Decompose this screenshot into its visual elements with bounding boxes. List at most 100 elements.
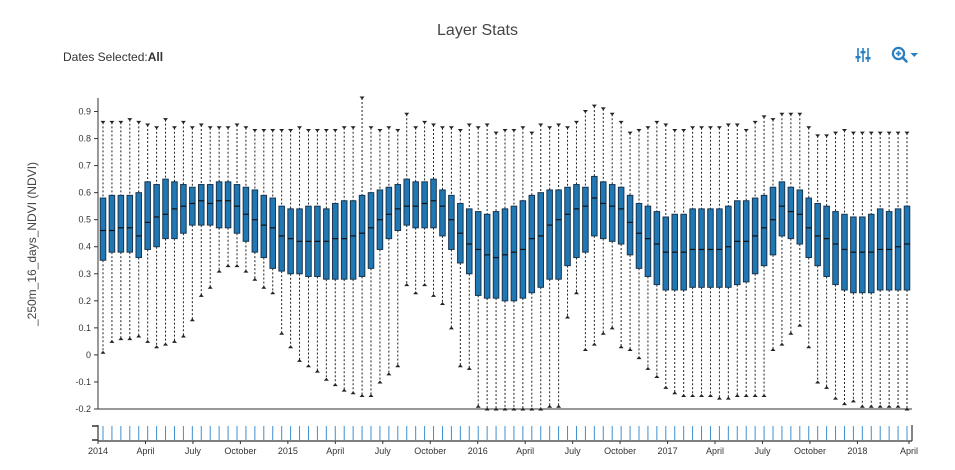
max-marker [448, 126, 454, 130]
max-marker [386, 126, 392, 130]
box-38 [439, 126, 446, 306]
box-7 [162, 118, 169, 346]
max-marker [118, 120, 124, 124]
box-14 [224, 126, 232, 268]
max-marker [422, 120, 428, 124]
max-marker [341, 126, 347, 130]
box-29 [358, 96, 366, 397]
box-50 [546, 126, 553, 408]
box-65 [680, 128, 687, 397]
time-navigator[interactable]: 2014 April July October 2015 April July October… [88, 425, 918, 456]
box-71 [733, 123, 741, 397]
zoom-in-icon[interactable] [891, 46, 919, 64]
min-marker [475, 404, 481, 408]
box-25 [323, 128, 330, 381]
box-iqr [224, 181, 232, 229]
max-marker [636, 128, 642, 132]
box-iqr [698, 208, 705, 288]
box-iqr [206, 184, 214, 226]
max-marker [904, 131, 910, 135]
box-37 [430, 123, 437, 297]
min-marker [752, 393, 758, 397]
min-marker [850, 399, 856, 403]
sliders-icon[interactable] [855, 47, 871, 63]
box-21 [287, 128, 294, 349]
box-88 [885, 131, 893, 408]
box-iqr [626, 194, 634, 256]
max-marker [484, 123, 490, 127]
box-iqr [340, 200, 348, 280]
max-marker [395, 128, 401, 132]
min-marker [484, 407, 490, 411]
max-marker [180, 120, 186, 124]
max-marker [100, 120, 106, 124]
box-63 [662, 123, 670, 389]
box-20 [278, 128, 285, 335]
max-marker [841, 128, 847, 132]
max-marker [261, 128, 267, 132]
box-58 [617, 120, 625, 349]
min-marker [681, 393, 687, 397]
max-marker [171, 126, 177, 130]
y-tick-label: 0.8 [78, 134, 91, 144]
box-iqr [787, 186, 795, 240]
box-iqr [117, 194, 125, 253]
box-62 [653, 120, 661, 379]
max-marker [681, 128, 687, 132]
box-10 [189, 126, 196, 322]
max-marker [189, 126, 195, 130]
max-marker [314, 128, 320, 132]
box-0 [99, 120, 107, 354]
min-marker [332, 383, 338, 387]
min-marker [591, 342, 597, 346]
min-marker [252, 277, 258, 281]
min-marker [466, 366, 472, 370]
box-57 [608, 112, 616, 330]
box-39 [448, 126, 455, 330]
box-26 [331, 128, 339, 387]
min-marker [663, 385, 669, 389]
box-iqr [850, 216, 857, 294]
max-marker [833, 131, 839, 135]
box-87 [876, 131, 884, 408]
min-marker [118, 337, 124, 341]
box-73 [751, 120, 759, 397]
box-iqr [564, 186, 571, 267]
box-iqr [841, 213, 848, 291]
box-iqr [617, 186, 625, 245]
min-marker [573, 291, 579, 295]
max-marker [511, 128, 517, 132]
min-marker [305, 364, 311, 368]
x-tick-label: 2018 [847, 446, 867, 456]
box-23 [305, 128, 312, 368]
max-marker [252, 128, 258, 132]
box-iqr [510, 205, 518, 302]
box-30 [367, 126, 375, 397]
box-85 [859, 131, 866, 408]
max-marker [743, 128, 749, 132]
min-marker [189, 318, 195, 322]
min-marker [171, 339, 177, 343]
chart-toolbar [855, 46, 919, 64]
box-19 [269, 128, 277, 295]
min-marker [127, 337, 133, 341]
box-iqr [778, 181, 786, 237]
box-18 [260, 128, 268, 289]
min-marker [788, 331, 794, 335]
min-marker [538, 407, 544, 411]
box-77 [787, 112, 795, 335]
min-marker [270, 291, 276, 295]
box-iqr [180, 184, 187, 234]
max-marker [234, 123, 240, 127]
box-35 [412, 126, 419, 295]
box-iqr [859, 216, 866, 294]
box-iqr [233, 184, 241, 234]
min-marker [368, 393, 374, 397]
min-marker [520, 407, 526, 411]
x-tick-label: 2014 [88, 446, 108, 456]
box-iqr [716, 208, 723, 288]
min-marker [877, 404, 883, 408]
max-marker [779, 112, 785, 116]
box-iqr [99, 197, 107, 261]
